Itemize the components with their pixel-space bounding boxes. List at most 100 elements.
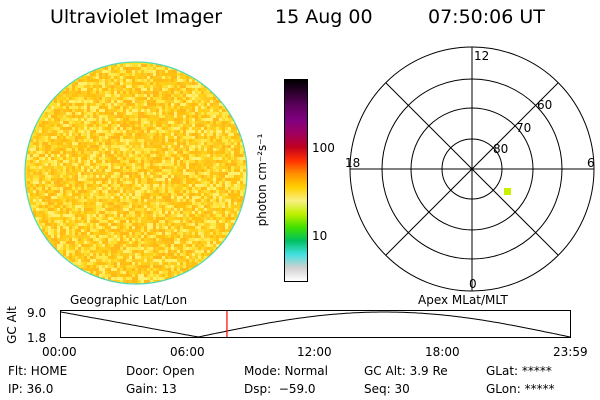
disk-pixel (96, 97, 99, 100)
disk-pixel (147, 133, 150, 136)
disk-pixel (111, 166, 114, 169)
disk-pixel (135, 139, 138, 142)
disk-pixel (117, 211, 120, 214)
disk-pixel (168, 103, 171, 106)
disk-pixel (39, 151, 42, 154)
disk-pixel (111, 82, 114, 85)
disk-pixel (39, 169, 42, 172)
disk-pixel (102, 208, 105, 211)
disk-pixel (138, 274, 141, 277)
disk-pixel (117, 259, 120, 262)
disk-pixel (186, 106, 189, 109)
disk-pixel (162, 193, 165, 196)
disk-pixel (186, 178, 189, 181)
disk-pixel (39, 208, 42, 211)
disk-pixel (99, 109, 102, 112)
disk-pixel (117, 268, 120, 271)
disk-pixel (120, 268, 123, 271)
disk-pixel (198, 169, 201, 172)
disk-pixel (102, 220, 105, 223)
disk-pixel (195, 223, 198, 226)
disk-pixel (204, 121, 207, 124)
disk-pixel (72, 232, 75, 235)
disk-pixel (90, 217, 93, 220)
disk-pixel (135, 115, 138, 118)
disk-pixel (72, 130, 75, 133)
disk-pixel (72, 148, 75, 151)
disk-pixel (195, 85, 198, 88)
disk-pixel (111, 91, 114, 94)
disk-pixel (120, 214, 123, 217)
disk-pixel (117, 199, 120, 202)
disk-pixel (120, 97, 123, 100)
disk-pixel (48, 232, 51, 235)
disk-pixel (150, 178, 153, 181)
disk-pixel (129, 151, 132, 154)
disk-pixel (108, 100, 111, 103)
disk-pixel (153, 115, 156, 118)
disk-pixel (96, 253, 99, 256)
disk-pixel (171, 205, 174, 208)
disk-pixel (126, 238, 129, 241)
disk-pixel (99, 160, 102, 163)
disk-pixel (174, 229, 177, 232)
disk-pixel (75, 124, 78, 127)
disk-pixel (81, 157, 84, 160)
disk-pixel (114, 235, 117, 238)
disk-pixel (126, 163, 129, 166)
disk-pixel (246, 190, 247, 193)
disk-pixel (192, 145, 195, 148)
disk-pixel (201, 109, 204, 112)
disk-pixel (231, 232, 234, 235)
disk-pixel (102, 205, 105, 208)
disk-pixel (222, 109, 225, 112)
disk-pixel (114, 85, 117, 88)
disk-pixel (153, 154, 156, 157)
disk-pixel (177, 229, 180, 232)
disk-pixel (165, 94, 168, 97)
disk-pixel (36, 175, 39, 178)
disk-pixel (66, 94, 69, 97)
disk-pixel (105, 238, 108, 241)
disk-pixel (90, 214, 93, 217)
disk-pixel (84, 91, 87, 94)
disk-pixel (117, 130, 120, 133)
disk-pixel (120, 112, 123, 115)
disk-pixel (57, 124, 60, 127)
disk-pixel (165, 262, 168, 265)
disk-pixel (198, 214, 201, 217)
disk-pixel (144, 247, 147, 250)
disk-pixel (96, 205, 99, 208)
disk-pixel (120, 127, 123, 130)
disk-pixel (138, 196, 141, 199)
disk-pixel (75, 253, 78, 256)
disk-pixel (108, 223, 111, 226)
disk-pixel (210, 124, 213, 127)
disk-pixel (159, 196, 162, 199)
disk-pixel (60, 238, 63, 241)
disk-pixel (222, 151, 225, 154)
disk-pixel (123, 106, 126, 109)
disk-pixel (216, 196, 219, 199)
xtick-1200: 12:00 (297, 345, 332, 359)
disk-pixel (204, 169, 207, 172)
disk-pixel (222, 154, 225, 157)
disk-pixel (129, 112, 132, 115)
disk-pixel (138, 142, 141, 145)
disk-pixel (219, 223, 222, 226)
disk-pixel (105, 166, 108, 169)
disk-pixel (192, 130, 195, 133)
disk-pixel (33, 166, 36, 169)
disk-pixel (108, 88, 111, 91)
disk-pixel (192, 169, 195, 172)
disk-pixel (33, 205, 36, 208)
disk-pixel (45, 151, 48, 154)
disk-pixel (147, 160, 150, 163)
disk-pixel (144, 268, 147, 271)
disk-pixel (123, 205, 126, 208)
disk-pixel (102, 100, 105, 103)
disk-pixel (153, 256, 156, 259)
disk-pixel (213, 184, 216, 187)
disk-pixel (78, 175, 81, 178)
disk-pixel (144, 262, 147, 265)
